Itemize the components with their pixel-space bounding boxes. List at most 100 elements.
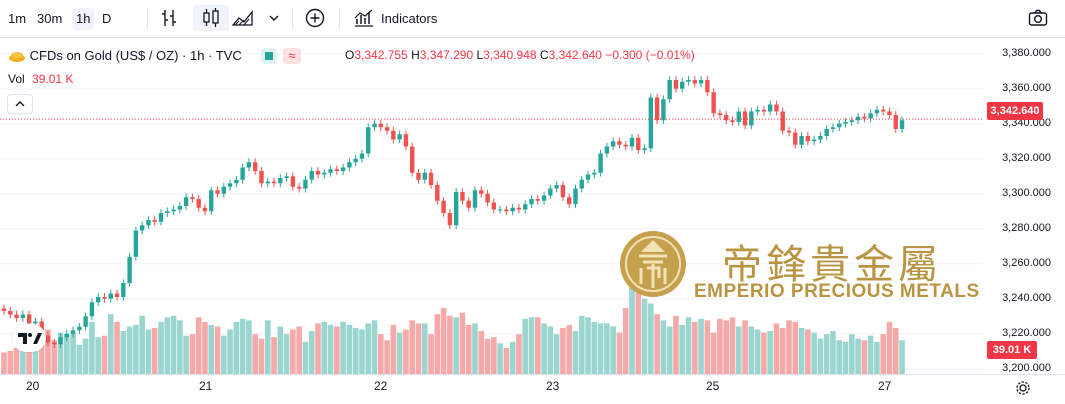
volume-bar	[133, 324, 139, 374]
volume-bar	[1, 352, 7, 374]
volume-bar	[315, 323, 321, 374]
candle-body	[108, 293, 113, 299]
volume-bar	[321, 321, 328, 374]
candle-body	[447, 213, 453, 226]
candle-body	[724, 115, 729, 121]
candle-body	[366, 127, 371, 154]
time-axis[interactable]: 20 21 22 23 25 27	[0, 374, 1065, 404]
volume-bar	[384, 340, 390, 374]
volume-bar	[899, 340, 905, 374]
volume-bar	[95, 337, 101, 374]
interval-30m-button[interactable]: 30m	[37, 11, 63, 26]
candles-chart-type-icon[interactable]	[193, 5, 229, 31]
top-toolbar: 1m 30m 1h D Indicators	[0, 0, 1065, 38]
candle-body	[284, 176, 289, 178]
price-chart[interactable]	[0, 38, 983, 374]
volume-bar	[221, 335, 227, 374]
approx-badge-icon: ≈	[283, 47, 302, 64]
chevron-down-icon[interactable]	[268, 7, 280, 29]
watermark-chinese: 帝鋒貴金屬	[722, 242, 942, 288]
candle-body	[742, 111, 748, 126]
volume-bar	[704, 320, 711, 374]
candle-body	[83, 316, 88, 327]
interval-1h-button[interactable]: 1h	[72, 8, 95, 30]
settings-gear-icon[interactable]	[1015, 380, 1031, 401]
volume-bar	[447, 315, 453, 374]
candle-body	[466, 200, 471, 208]
volume-bar	[45, 329, 51, 374]
candle-body	[441, 200, 446, 213]
volume-bar	[591, 321, 598, 374]
interval-d-button[interactable]: D	[102, 11, 112, 26]
candle-body	[479, 190, 484, 194]
volume-bar	[660, 320, 667, 374]
area-chart-type-icon[interactable]	[231, 7, 257, 29]
volume-bar	[641, 298, 648, 374]
volume-bar	[189, 334, 196, 374]
compare-add-icon[interactable]	[304, 7, 326, 29]
volume-bar	[830, 331, 836, 374]
volume-bar	[340, 321, 346, 374]
volume-value: 39.01 K	[32, 72, 74, 86]
volume-bar	[823, 334, 830, 374]
volume-bar	[692, 321, 698, 374]
volume-bar	[258, 338, 265, 374]
volume-bar	[120, 331, 127, 374]
price-tick-label: 3,200.000	[1002, 361, 1051, 374]
candle-body	[598, 153, 603, 173]
indicators-icon[interactable]	[352, 7, 376, 29]
volume-bar	[541, 323, 547, 374]
volume-bar	[453, 317, 459, 374]
candle-body	[541, 195, 547, 201]
volume-bar	[195, 317, 202, 374]
volume-bar	[648, 303, 654, 374]
collapse-legend-button[interactable]	[7, 94, 33, 114]
price-tick-label: 3,300.000	[1002, 186, 1051, 199]
candle-body	[717, 113, 723, 115]
volume-bar	[101, 335, 108, 374]
volume-bar	[82, 338, 89, 374]
last-price-tag: 3,342.640	[987, 102, 1043, 120]
volume-bar	[89, 321, 95, 374]
price-axis[interactable]: 3,380.000 3,360.000 3,340.000 3,320.000 3,30…	[983, 38, 1065, 374]
candle-body	[837, 123, 842, 128]
candle-body	[328, 169, 333, 173]
volume-bar	[227, 329, 233, 374]
bars-chart-type-icon[interactable]	[160, 7, 180, 29]
ohlc-values: O3,342.755 H3,347.290 L3,340.948 C3,342.…	[345, 48, 695, 62]
candle-body	[64, 333, 69, 338]
volume-bar	[849, 334, 855, 374]
volume-bar	[465, 324, 472, 374]
volume-bar	[252, 334, 258, 374]
price-tick-label: 3,240.000	[1002, 291, 1051, 304]
candle-body	[183, 197, 189, 206]
volume-bar	[817, 338, 824, 374]
volume-bar	[503, 347, 510, 374]
volume-bar	[352, 328, 359, 374]
volume-bar	[735, 326, 742, 374]
volume-bar	[107, 314, 114, 374]
candle-body	[8, 311, 13, 315]
candle-body	[58, 337, 63, 345]
candle-body	[303, 179, 308, 189]
interval-1m-button[interactable]: 1m	[8, 11, 27, 26]
volume-bar	[145, 329, 152, 374]
volume-bar	[239, 318, 246, 374]
volume-bar	[880, 334, 886, 374]
candle-body	[811, 139, 817, 142]
volume-bar	[597, 323, 604, 374]
candle-body	[121, 283, 126, 297]
candle-body	[642, 148, 647, 150]
candle-body	[215, 190, 220, 194]
indicators-button[interactable]: Indicators	[381, 11, 438, 26]
candle-body	[152, 220, 157, 222]
volume-bar	[76, 344, 83, 374]
volume-bar	[371, 320, 378, 374]
candle-body	[158, 213, 164, 222]
volume-bar	[616, 332, 623, 374]
camera-icon[interactable]	[1027, 7, 1049, 29]
gold-coin-icon	[8, 48, 30, 63]
candle-body	[736, 111, 741, 122]
watermark-logo-icon	[620, 231, 686, 297]
volume-bar	[861, 340, 868, 374]
